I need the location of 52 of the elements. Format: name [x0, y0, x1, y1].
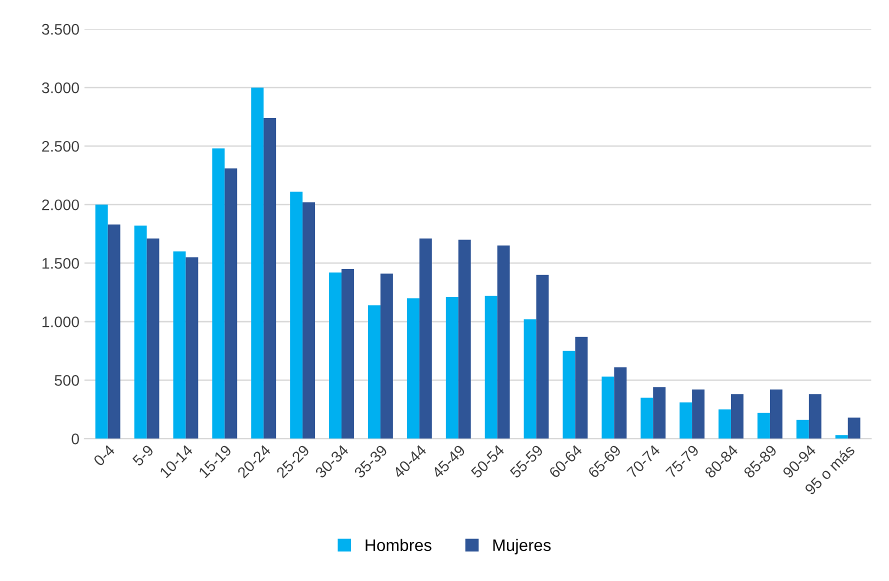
bar — [186, 257, 198, 439]
bar — [497, 246, 510, 439]
bar — [653, 387, 666, 439]
y-tick-label: 3.000 — [42, 82, 79, 94]
bar — [640, 398, 654, 439]
bar — [562, 350, 576, 439]
bar — [770, 390, 782, 439]
y-tick-label: 3.500 — [42, 24, 79, 35]
bar — [835, 435, 848, 439]
bar — [146, 238, 160, 439]
y-tick-label: 1.000 — [42, 316, 79, 328]
bar — [446, 297, 458, 439]
bar — [718, 409, 732, 439]
bar — [173, 251, 186, 439]
x-tick-label: 0-4 — [92, 444, 116, 467]
bar — [342, 268, 354, 439]
y-tick-label: 1.500 — [42, 258, 79, 269]
y-tick-label: 0 — [72, 434, 79, 444]
bar — [380, 274, 393, 439]
bar — [848, 418, 860, 439]
bar — [680, 402, 692, 439]
bar — [614, 367, 627, 439]
bar — [224, 168, 238, 439]
bar — [419, 238, 432, 439]
bar — [95, 204, 108, 439]
bar — [808, 394, 822, 439]
bar — [368, 305, 380, 439]
bar — [329, 272, 342, 439]
bar — [406, 298, 420, 439]
bar — [264, 118, 276, 439]
bar — [536, 274, 549, 439]
legend-label: Mujeres — [493, 538, 551, 554]
bar — [692, 390, 705, 439]
bar — [602, 376, 614, 439]
bar — [108, 224, 120, 439]
bar — [302, 202, 316, 439]
legend-label: Hombres — [366, 538, 432, 552]
y-tick-label: 500 — [54, 375, 79, 386]
bar — [484, 296, 498, 439]
bar — [134, 226, 147, 439]
bar — [212, 148, 225, 439]
bar — [524, 319, 536, 439]
bar — [290, 192, 303, 439]
bar — [796, 420, 809, 439]
x-tick-label: 5-9 — [132, 444, 154, 467]
y-tick-label: 2.000 — [42, 199, 79, 210]
bar — [458, 240, 471, 439]
bar — [731, 394, 744, 439]
bar — [251, 88, 264, 439]
y-tick-label: 2.500 — [42, 140, 79, 152]
bar — [575, 336, 588, 439]
bar — [757, 412, 770, 439]
